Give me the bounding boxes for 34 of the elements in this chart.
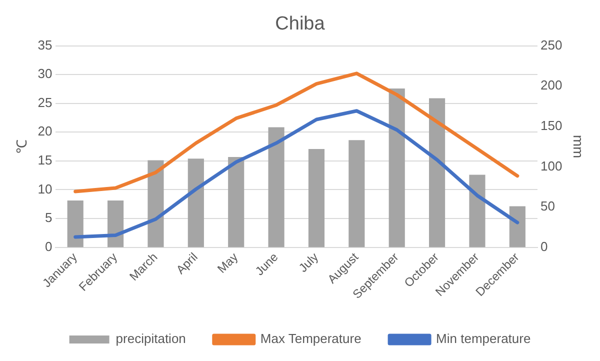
y-tick-label: 35	[38, 37, 52, 52]
y2-tick-label: 150	[540, 118, 562, 133]
y2-tick-label: 0	[540, 238, 548, 254]
y2-tick-label: 100	[540, 158, 562, 174]
y2-axis-title: mm	[570, 134, 587, 158]
bar	[388, 88, 405, 248]
bar	[188, 158, 204, 248]
bar	[148, 160, 164, 248]
legend-label: Min temperature	[436, 331, 531, 346]
bar	[108, 200, 124, 248]
bar	[429, 98, 446, 248]
bar	[228, 157, 244, 248]
y-tick-label: 5	[45, 210, 52, 226]
bar	[67, 200, 84, 248]
y2-tick-label: 250	[540, 37, 562, 52]
y-tick-label: 0	[45, 238, 52, 254]
y2-tick-label: 50	[540, 198, 555, 214]
y-axis-title: ℃	[13, 140, 30, 154]
bar	[469, 174, 486, 248]
bar	[509, 206, 526, 248]
legend-label: Max Temperature	[260, 331, 362, 346]
x-tick-label: July	[296, 250, 321, 275]
y-tick-label: 20	[38, 124, 52, 139]
y-tick-label: 25	[38, 94, 52, 110]
y-tick-label: 30	[38, 66, 52, 82]
bar	[348, 140, 365, 248]
y-tick-label: 15	[38, 152, 52, 168]
bar	[308, 148, 325, 248]
chart-title: Chiba	[275, 14, 326, 35]
x-tick-label: May	[214, 250, 241, 276]
y-tick-label: 10	[38, 181, 52, 196]
y2-tick-label: 200	[540, 78, 562, 93]
legend-label: precipitation	[116, 331, 186, 346]
bar	[268, 127, 284, 248]
